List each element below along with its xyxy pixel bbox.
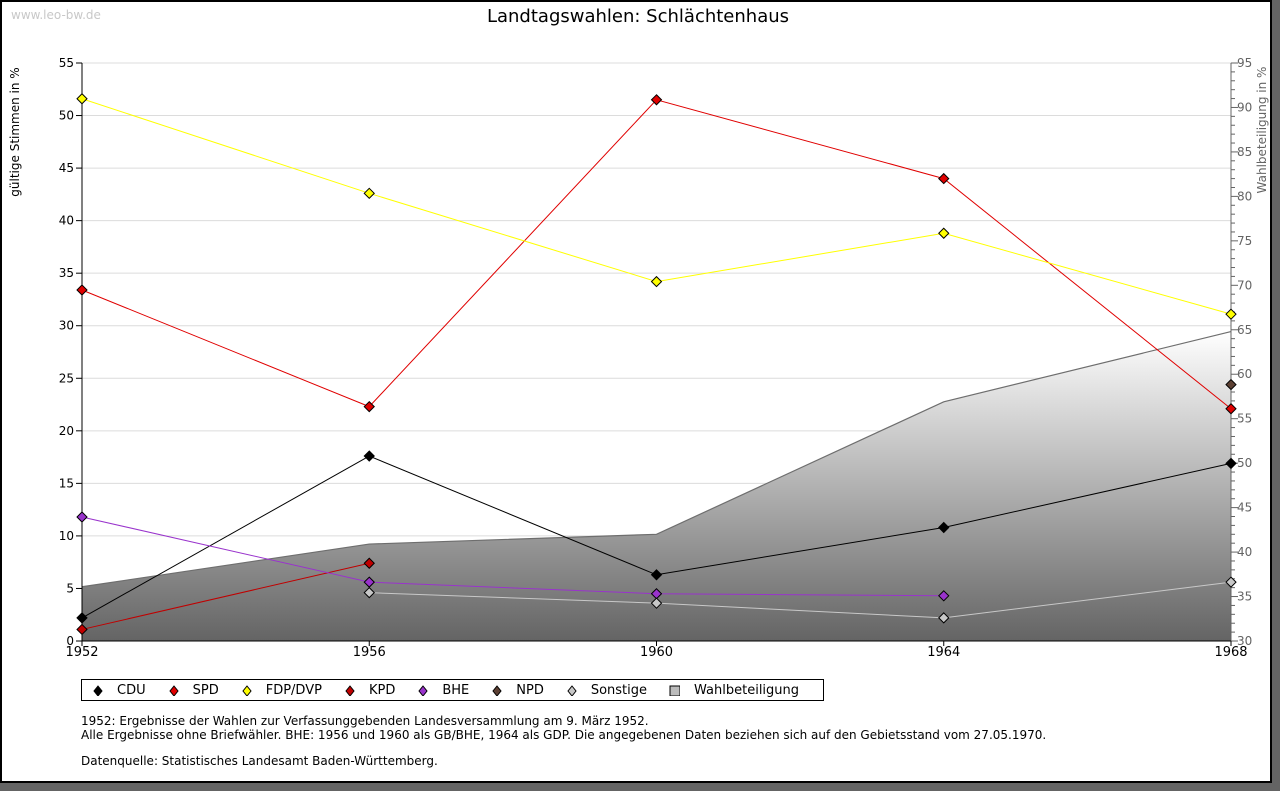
- series-line-bhe: [81, 516, 944, 597]
- legend-item: FDP/DVP: [241, 683, 322, 698]
- y2-tick-label: 40: [1237, 545, 1252, 559]
- y2-tick-label: 70: [1237, 278, 1252, 292]
- data-source: Datenquelle: Statistisches Landesamt Bad…: [81, 754, 438, 768]
- y-tick-label: 35: [59, 266, 74, 280]
- y2-axis-label: Wahlbeteiligung in %: [1255, 67, 1269, 194]
- series-line-sonstige: [369, 581, 1232, 619]
- legend-item: Sonstige: [566, 683, 647, 698]
- series-line-spd: [81, 99, 1232, 410]
- legend-item: SPD: [168, 683, 219, 698]
- legend-label: Sonstige: [590, 682, 648, 698]
- data-point-cdu: [76, 612, 88, 624]
- data-point-spd: [1225, 403, 1237, 415]
- legend-label: KPD: [368, 682, 396, 698]
- y-tick-label: 40: [59, 214, 74, 228]
- y2-tick-label: 85: [1237, 145, 1252, 159]
- series-points: [76, 93, 1237, 636]
- data-point-npd: [1225, 378, 1237, 391]
- y2-tick-label: 35: [1237, 590, 1252, 604]
- data-point-kpd: [363, 557, 375, 569]
- data-point-fdpdvp: [938, 227, 950, 239]
- legend-item: NPD: [491, 683, 544, 698]
- data-point-spd: [650, 94, 663, 106]
- data-point-spd: [363, 400, 375, 413]
- legend: CDU SPD FDP/DVP KPD BHE NPD Sonstige Wahlbeteil…: [81, 679, 824, 701]
- y-tick-label: 50: [59, 109, 74, 123]
- legend-diamond-icon: [345, 684, 355, 696]
- legend-diamond-icon: [168, 684, 179, 696]
- y-tick-label: 45: [59, 161, 74, 175]
- note-line-1: 1952: Ergebnisse der Wahlen zur Verfassu…: [81, 714, 649, 728]
- legend-label: Wahlbeteiligung: [694, 682, 800, 698]
- data-point-kpd: [76, 623, 88, 636]
- legend-label: SPD: [192, 682, 219, 698]
- data-point-cdu: [1225, 457, 1237, 470]
- y-tick-label: 20: [59, 424, 74, 438]
- x-tick-label: 1956: [353, 645, 386, 660]
- x-tick-label: 1964: [927, 645, 960, 660]
- legend-diamond-icon: [492, 684, 502, 696]
- watermark: www.leo-bw.de: [11, 8, 101, 22]
- y2-tick-label: 60: [1237, 367, 1252, 381]
- data-point-sonstige: [938, 612, 950, 624]
- data-point-sonstige: [1225, 576, 1237, 588]
- legend-label: NPD: [516, 682, 544, 698]
- y-tick-label: 15: [59, 476, 74, 490]
- chart-title: Landtagswahlen: Schlächtenhaus: [486, 6, 790, 27]
- data-point-spd: [938, 172, 950, 185]
- legend-item: Wahlbeteiligung: [669, 683, 799, 698]
- y-tick-label: 55: [59, 56, 74, 70]
- legend-label: BHE: [442, 682, 470, 698]
- data-point-cdu: [363, 450, 375, 462]
- legend-item: CDU: [92, 683, 146, 698]
- y2-tick-label: 90: [1237, 100, 1252, 114]
- data-point-cdu: [938, 521, 950, 534]
- data-point-sonstige: [650, 597, 663, 609]
- data-point-fdpdvp: [650, 275, 663, 288]
- legend-diamond-icon: [567, 684, 577, 696]
- legend-label: CDU: [117, 682, 146, 698]
- data-point-sonstige: [363, 586, 375, 599]
- legend-item: KPD: [344, 683, 395, 698]
- legend-square-icon: [669, 685, 681, 696]
- data-point-cdu: [650, 569, 663, 581]
- x-tick-label: 1968: [1214, 645, 1247, 660]
- legend-diamond-icon: [242, 684, 252, 696]
- data-point-spd: [76, 284, 88, 296]
- legend-diamond-icon: [93, 684, 103, 696]
- y2-tick-label: 80: [1237, 189, 1252, 203]
- y-tick-label: 30: [59, 319, 74, 333]
- legend-label: FDP/DVP: [265, 682, 322, 698]
- data-point-fdpdvp: [363, 187, 375, 200]
- x-tick-label: 1960: [640, 645, 673, 660]
- y2-tick-label: 45: [1237, 501, 1252, 515]
- data-point-bhe: [938, 590, 950, 602]
- y-tick-label: 10: [59, 529, 74, 543]
- data-point-bhe: [76, 511, 88, 523]
- y2-tick-label: 30: [1237, 634, 1252, 648]
- legend-item: BHE: [417, 683, 469, 698]
- y2-tick-label: 55: [1237, 412, 1252, 426]
- y2-tick-label: 50: [1237, 456, 1252, 470]
- chart-svg: 0 5 10 15 20 25 30 35 40 45 50 55 30 35 40 45 50 55 60 65 70…: [8, 56, 1269, 660]
- y2-tick-label: 75: [1237, 234, 1252, 248]
- series-line-kpd: [81, 562, 370, 630]
- y2-tick-label: 65: [1237, 323, 1252, 337]
- y-tick-label: 5: [66, 581, 74, 595]
- x-tick-label: 1952: [65, 645, 98, 660]
- turnout-line: [81, 330, 1232, 588]
- data-point-fdpdvp: [76, 93, 88, 105]
- data-point-fdpdvp: [1225, 308, 1237, 320]
- note-line-2: Alle Ergebnisse ohne Briefwähler. BHE: 1…: [81, 728, 1047, 742]
- y-tick-label: 25: [59, 371, 74, 385]
- y-axis-label: gültige Stimmen in %: [8, 67, 22, 196]
- axes: 0 5 10 15 20 25 30 35 40 45 50 55 30 35 40 45 50 55 60 65 70…: [59, 56, 1253, 660]
- y2-tick-label: 95: [1237, 56, 1252, 70]
- legend-diamond-icon: [418, 684, 428, 696]
- y-tick-label: 0: [66, 634, 74, 648]
